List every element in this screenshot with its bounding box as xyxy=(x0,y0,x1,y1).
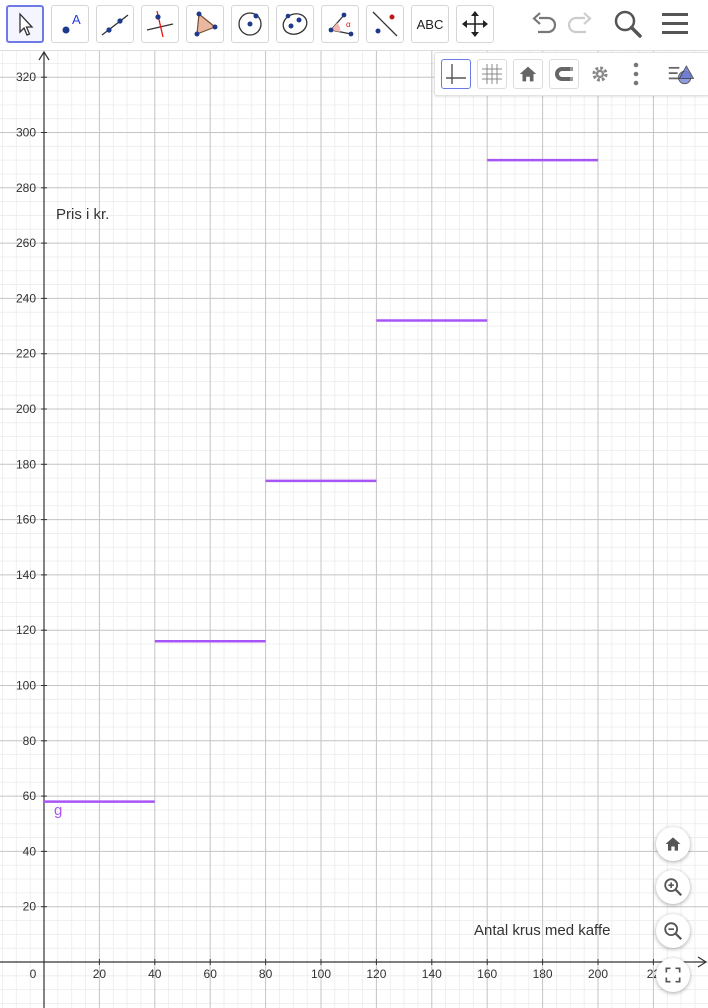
redo-button[interactable] xyxy=(562,6,598,42)
angle-tool[interactable]: α xyxy=(321,5,359,43)
more-vertical-icon xyxy=(633,62,639,86)
zoom-out-button[interactable] xyxy=(656,914,690,948)
arrow-cursor-icon xyxy=(19,12,34,36)
toolbar: A xyxy=(0,0,708,51)
x-tick-label: 40 xyxy=(148,967,162,981)
reflect-icon xyxy=(372,11,398,37)
x-tick-label: 140 xyxy=(422,967,442,981)
x-tick-label: 200 xyxy=(588,967,608,981)
move-arrows-icon xyxy=(462,11,488,37)
point-tool[interactable]: A xyxy=(51,5,89,43)
x-tick-label: 80 xyxy=(259,967,273,981)
gear-icon xyxy=(592,66,608,82)
point-capturing-button[interactable] xyxy=(549,59,579,89)
zoom-in-button[interactable] xyxy=(656,870,690,904)
y-tick-label: 20 xyxy=(23,900,37,914)
zoom-in-icon xyxy=(664,878,683,897)
axes xyxy=(0,50,708,1008)
circle-icon xyxy=(238,12,262,36)
style-bar-toggle-icon xyxy=(668,65,695,85)
x-tick-label: 120 xyxy=(366,967,386,981)
reflect-tool[interactable] xyxy=(366,5,404,43)
home-icon xyxy=(519,66,537,82)
y-tick-label: 280 xyxy=(16,181,36,195)
x-tick-label: 20 xyxy=(93,967,107,981)
axes-icon xyxy=(446,64,466,84)
y-tick-label: 40 xyxy=(23,844,37,858)
y-tick-label: 240 xyxy=(16,291,36,305)
settings-button[interactable] xyxy=(585,59,615,89)
function-label-g[interactable]: g xyxy=(54,802,62,819)
svg-text:A: A xyxy=(72,12,81,27)
text-tool[interactable]: ABC xyxy=(411,5,449,43)
toggle-axes-button[interactable] xyxy=(441,59,471,89)
main-menu-button[interactable] xyxy=(657,6,693,42)
y-axis-label: Pris i kr. xyxy=(56,206,109,223)
y-tick-label: 320 xyxy=(16,70,36,84)
move-graphics-view-tool[interactable] xyxy=(456,5,494,43)
y-tick-label: 120 xyxy=(16,623,36,637)
style-bar xyxy=(434,52,708,96)
y-tick-label: 80 xyxy=(23,734,37,748)
polygon-icon xyxy=(194,11,218,37)
circle-tool[interactable] xyxy=(231,5,269,43)
function-g[interactable] xyxy=(44,158,598,803)
fullscreen-button[interactable] xyxy=(656,958,690,992)
magnet-icon xyxy=(555,67,573,81)
svg-text:α: α xyxy=(346,20,351,29)
y-tick-label: 160 xyxy=(16,513,36,527)
x-tick-label: 60 xyxy=(204,967,218,981)
zoom-out-icon xyxy=(664,922,683,941)
search-button[interactable] xyxy=(610,6,646,42)
more-options-button[interactable] xyxy=(621,59,651,89)
line-icon xyxy=(101,14,129,36)
search-icon xyxy=(614,10,642,38)
x-axis-label: Antal krus med kaffe xyxy=(474,922,610,939)
standard-view-button[interactable] xyxy=(513,59,543,89)
standard-view-fab[interactable] xyxy=(656,827,690,861)
line-tool[interactable] xyxy=(96,5,134,43)
point-icon: A xyxy=(62,12,81,34)
fullscreen-icon xyxy=(665,967,681,983)
perpendicular-line-tool[interactable] xyxy=(141,5,179,43)
x-tick-label: 180 xyxy=(533,967,553,981)
x-tick-label: 0 xyxy=(30,967,37,981)
y-tick-label: 300 xyxy=(16,126,36,140)
toggle-style-bar-button[interactable] xyxy=(667,59,697,89)
ellipse-icon xyxy=(282,13,308,35)
y-axis-ticks: 20 40 60 80 100 120 140 160 180 200 220 240 260 280 30… xyxy=(16,70,47,914)
y-tick-label: 140 xyxy=(16,568,36,582)
text-tool-label: ABC xyxy=(416,16,444,32)
undo-button[interactable] xyxy=(526,6,562,42)
y-tick-label: 60 xyxy=(23,789,37,803)
angle-icon: α xyxy=(328,12,354,37)
grid-icon xyxy=(482,64,502,84)
conic-tool[interactable] xyxy=(276,5,314,43)
perpendicular-line-icon xyxy=(146,10,174,38)
y-tick-label: 260 xyxy=(16,236,36,250)
home-icon xyxy=(665,837,681,851)
y-tick-label: 100 xyxy=(16,679,36,693)
hamburger-menu-icon xyxy=(662,13,688,34)
x-tick-label: 100 xyxy=(311,967,331,981)
x-axis-ticks: 0 20 40 60 80 100 120 140 160 180 200 22 xyxy=(30,959,660,981)
x-tick-label: 160 xyxy=(477,967,497,981)
redo-icon xyxy=(567,12,592,34)
y-tick-label: 200 xyxy=(16,402,36,416)
undo-icon xyxy=(532,12,557,34)
polygon-tool[interactable] xyxy=(186,5,224,43)
toggle-grid-button[interactable] xyxy=(477,59,507,89)
y-tick-label: 180 xyxy=(16,457,36,471)
y-tick-label: 220 xyxy=(16,347,36,361)
move-tool[interactable] xyxy=(6,5,44,43)
